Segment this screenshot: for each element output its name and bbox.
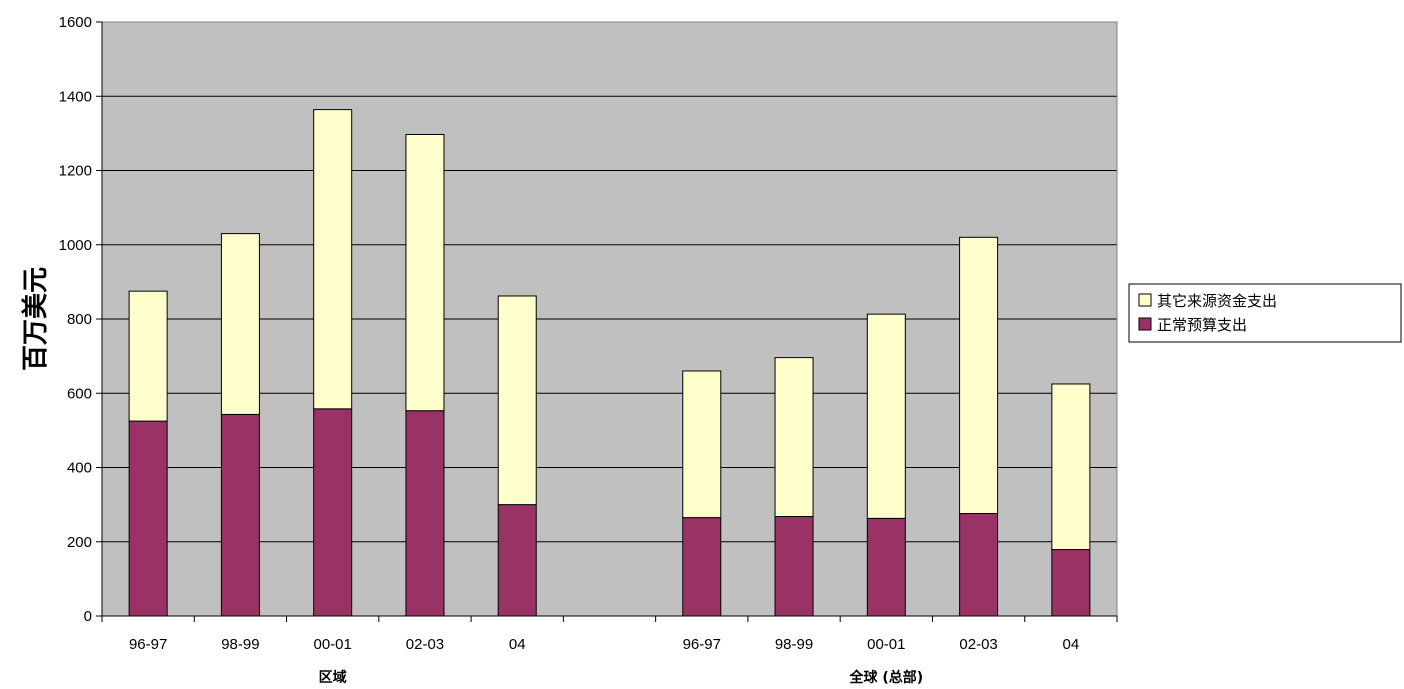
y-tick-label: 600: [67, 385, 92, 402]
bar-segment-series-1: [1051, 383, 1091, 551]
bar-segment-series-0: [682, 517, 722, 617]
x-tick-label: 02-03: [406, 636, 444, 653]
x-ticks: 96-97 98-99 00-01 02-03 04 96-97 98-99 00-01 02-…: [101, 616, 1118, 653]
y-axis-label: 百万美元: [20, 267, 51, 371]
y-tick-label: 1600: [59, 14, 92, 31]
group-label: 全球 (总部): [848, 669, 923, 686]
bar-segment-series-1: [313, 109, 353, 410]
legend-label: 正常预算支出: [1157, 316, 1247, 334]
y-ticks: 0 200 400 600 800 1000 1200 1400 1600: [59, 14, 102, 625]
bar-segment-series-1: [220, 233, 260, 415]
x-tick-label: 96-97: [129, 636, 167, 653]
y-tick-label: 200: [67, 534, 92, 551]
y-tick-label: 1000: [59, 237, 92, 254]
bar-segment-series-0: [959, 513, 999, 617]
bar-segment-series-0: [774, 516, 814, 617]
group-label: 区域: [319, 669, 347, 686]
x-tick-label: 04: [1063, 636, 1080, 653]
x-tick-label: 00-01: [313, 636, 351, 653]
y-tick-label: 1200: [59, 163, 92, 180]
y-tick-label: 1400: [59, 88, 92, 105]
bar-segment-series-1: [682, 370, 722, 519]
x-tick-label: 98-99: [221, 636, 259, 653]
legend-label: 其它来源资金支出: [1157, 292, 1277, 310]
bar-segment-series-1: [497, 295, 537, 506]
bar-segment-series-1: [774, 357, 814, 518]
y-tick-label: 800: [67, 311, 92, 328]
bar-segment-series-1: [405, 133, 445, 412]
bar-segment-series-0: [497, 504, 537, 617]
bar-segment-series-0: [866, 517, 906, 617]
x-tick-label: 00-01: [867, 636, 905, 653]
legend-swatch: [1138, 317, 1152, 331]
bar-segment-series-0: [313, 408, 353, 617]
bar-segment-series-0: [128, 420, 168, 617]
legend-box: [1128, 283, 1402, 343]
x-tick-label: 02-03: [959, 636, 997, 653]
y-tick-label: 400: [67, 460, 92, 477]
x-tick-label: 98-99: [775, 636, 813, 653]
bar-segment-series-0: [220, 413, 260, 617]
bar-segment-series-1: [866, 313, 906, 519]
group-labels: 区域 全球 (总部): [319, 669, 923, 686]
bars: [128, 109, 1091, 617]
x-tick-label: 96-97: [683, 636, 721, 653]
legend-swatch: [1138, 293, 1152, 307]
bar-segment-series-1: [128, 290, 168, 422]
x-tick-label: 04: [509, 636, 526, 653]
bar-segment-series-0: [1051, 549, 1091, 617]
y-tick-label: 0: [84, 608, 92, 625]
bar-segment-series-1: [959, 236, 999, 515]
bar-segment-series-0: [405, 410, 445, 617]
